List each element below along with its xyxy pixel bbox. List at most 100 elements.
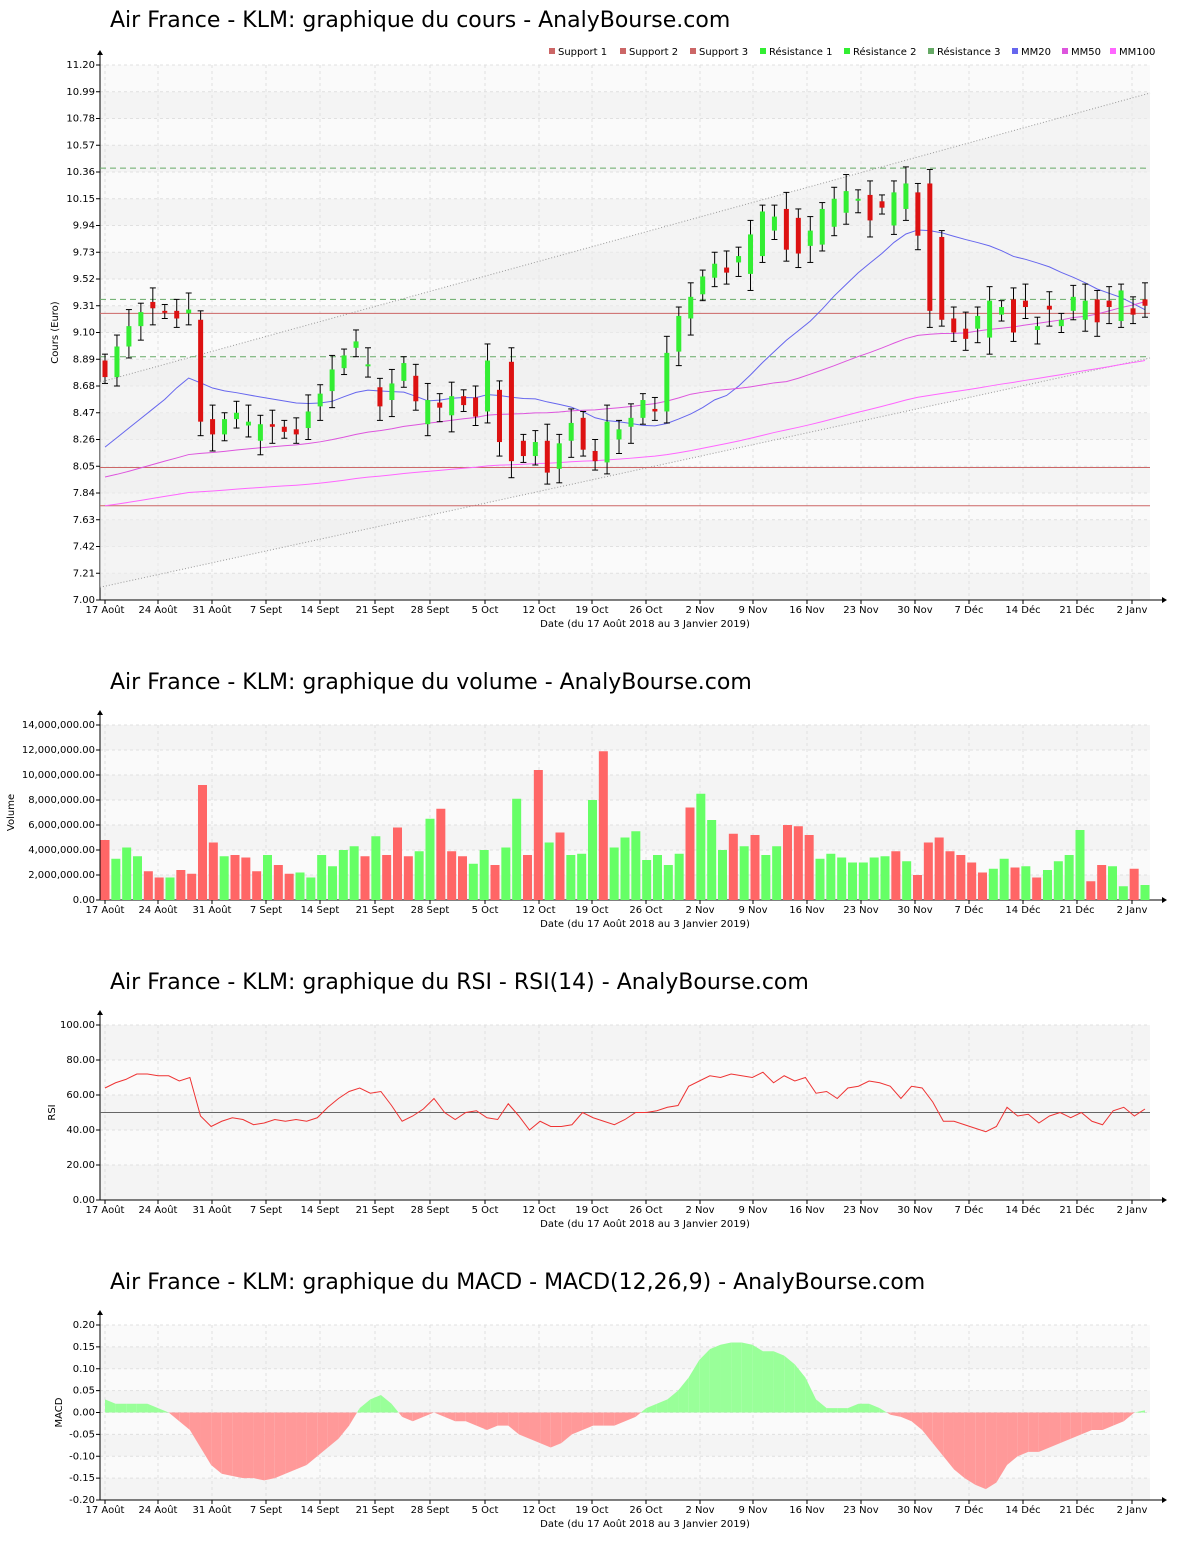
volume-grid-band xyxy=(100,725,1150,750)
volume-bar xyxy=(815,858,825,900)
volume-bar xyxy=(598,751,608,900)
price-y-tick-label: 9.73 xyxy=(73,247,95,258)
price-y-tick-label: 8.26 xyxy=(73,435,95,446)
price-y-tick-label: 7.84 xyxy=(73,488,95,499)
legend-label: Support 2 xyxy=(629,47,678,58)
volume-bar xyxy=(588,800,597,900)
volume-bar xyxy=(436,808,446,900)
volume-bar xyxy=(1021,866,1031,900)
macd-x-axis-arrow xyxy=(1162,1497,1167,1503)
volume-y-tick-label: 6,000,000.00 xyxy=(28,820,95,831)
candle-body xyxy=(377,387,383,407)
rsi-x-tick-label: 21 Déc xyxy=(1059,1204,1094,1216)
volume-grid-band xyxy=(100,800,1150,825)
price-grid-band xyxy=(100,118,1150,146)
candle-body xyxy=(233,412,239,420)
macd-area xyxy=(699,1349,710,1413)
volume-x-tick-label: 9 Nov xyxy=(738,905,767,916)
candle-body xyxy=(425,400,431,425)
macd-area xyxy=(126,1403,137,1413)
volume-grid-band xyxy=(100,775,1150,800)
macd-area xyxy=(529,1412,541,1444)
macd-area xyxy=(752,1344,763,1413)
macd-area xyxy=(847,1403,859,1413)
macd-area xyxy=(975,1412,986,1490)
volume-bar xyxy=(154,877,164,900)
volume-bar xyxy=(566,855,576,900)
macd-area xyxy=(858,1403,870,1413)
candle-body xyxy=(712,263,718,278)
rsi-x-tick-label: 30 Nov xyxy=(897,1205,933,1216)
candle-body xyxy=(1118,290,1124,322)
macd-area xyxy=(402,1412,413,1422)
candle-body xyxy=(1034,326,1040,330)
legend-swatch xyxy=(1012,48,1018,54)
macd-area xyxy=(762,1351,774,1413)
candle-body xyxy=(532,442,538,457)
volume-bar xyxy=(826,853,836,900)
volume-bar xyxy=(1053,861,1063,900)
candle-body xyxy=(114,346,120,378)
candle-body xyxy=(1058,319,1064,327)
candle-body xyxy=(281,426,287,432)
legend-swatch xyxy=(928,48,934,54)
volume-bar xyxy=(425,818,435,900)
candle-body xyxy=(329,369,335,392)
macd-area xyxy=(571,1412,583,1435)
candle-body xyxy=(963,328,969,339)
volume-bar xyxy=(198,785,207,900)
rsi-y-tick-label: 80.00 xyxy=(66,1055,95,1066)
rsi-x-tick-label: 21 Sept xyxy=(356,1205,395,1216)
rsi-y-axis-arrow xyxy=(97,1010,103,1015)
volume-x-tick-label: 17 Août xyxy=(86,904,125,916)
price-trend-channel xyxy=(100,93,1150,588)
macd-x-tick-label: 24 Août xyxy=(139,1504,178,1516)
volume-bar xyxy=(609,847,619,900)
macd-area xyxy=(444,1412,456,1422)
volume-bar xyxy=(620,837,630,900)
price-x-tick-label: 23 Nov xyxy=(843,605,879,616)
volume-bar xyxy=(501,847,511,900)
candle-body xyxy=(676,315,682,352)
macd-area xyxy=(593,1412,604,1426)
legend-label: Résistance 1 xyxy=(769,46,832,58)
candle-body xyxy=(186,309,192,314)
price-y-tick-label: 10.15 xyxy=(66,194,95,205)
volume-bar xyxy=(1140,885,1150,900)
macd-area xyxy=(317,1412,328,1457)
macd-area xyxy=(476,1412,488,1430)
volume-bar xyxy=(1118,886,1128,900)
volume-bar xyxy=(663,865,673,900)
volume-bar xyxy=(956,855,966,900)
volume-x-tick-label: 14 Sept xyxy=(301,905,340,916)
price-grid-band xyxy=(100,65,1150,92)
volume-x-tick-label: 12 Oct xyxy=(522,905,555,916)
macd-x-tick-label: 31 Août xyxy=(193,1504,232,1516)
price-x-tick-label: 30 Nov xyxy=(897,605,933,616)
macd-x-tick-label: 30 Nov xyxy=(897,1505,933,1516)
candle-body xyxy=(257,424,263,441)
macd-x-tick-label: 14 Déc xyxy=(1005,1504,1040,1516)
candle-body xyxy=(1106,300,1112,308)
price-x-tick-label: 24 Août xyxy=(139,604,178,616)
macd-area xyxy=(380,1395,392,1413)
macd-area xyxy=(678,1377,689,1413)
volume-bar xyxy=(728,833,738,900)
volume-bar xyxy=(1010,867,1020,900)
macd-area xyxy=(953,1412,965,1479)
macd-area xyxy=(886,1412,891,1415)
macd-x-tick-label: 14 Sept xyxy=(301,1505,340,1516)
volume-y-tick-label: 4,000,000.00 xyxy=(28,845,95,856)
macd-area xyxy=(200,1412,212,1465)
price-x-tick-label: 12 Oct xyxy=(522,605,555,616)
macd-area xyxy=(398,1412,403,1417)
macd-area xyxy=(1070,1412,1082,1439)
macd-area xyxy=(640,1408,647,1413)
macd-area xyxy=(805,1377,817,1413)
macd-y-tick-label: -0.20 xyxy=(69,1495,95,1506)
legend-label: MM100 xyxy=(1119,47,1155,58)
candle-body xyxy=(1011,299,1017,333)
rsi-x-tick-label: 26 Oct xyxy=(629,1205,662,1216)
price-y-tick-label: 9.52 xyxy=(73,274,95,285)
volume-x-axis-arrow xyxy=(1162,897,1167,903)
